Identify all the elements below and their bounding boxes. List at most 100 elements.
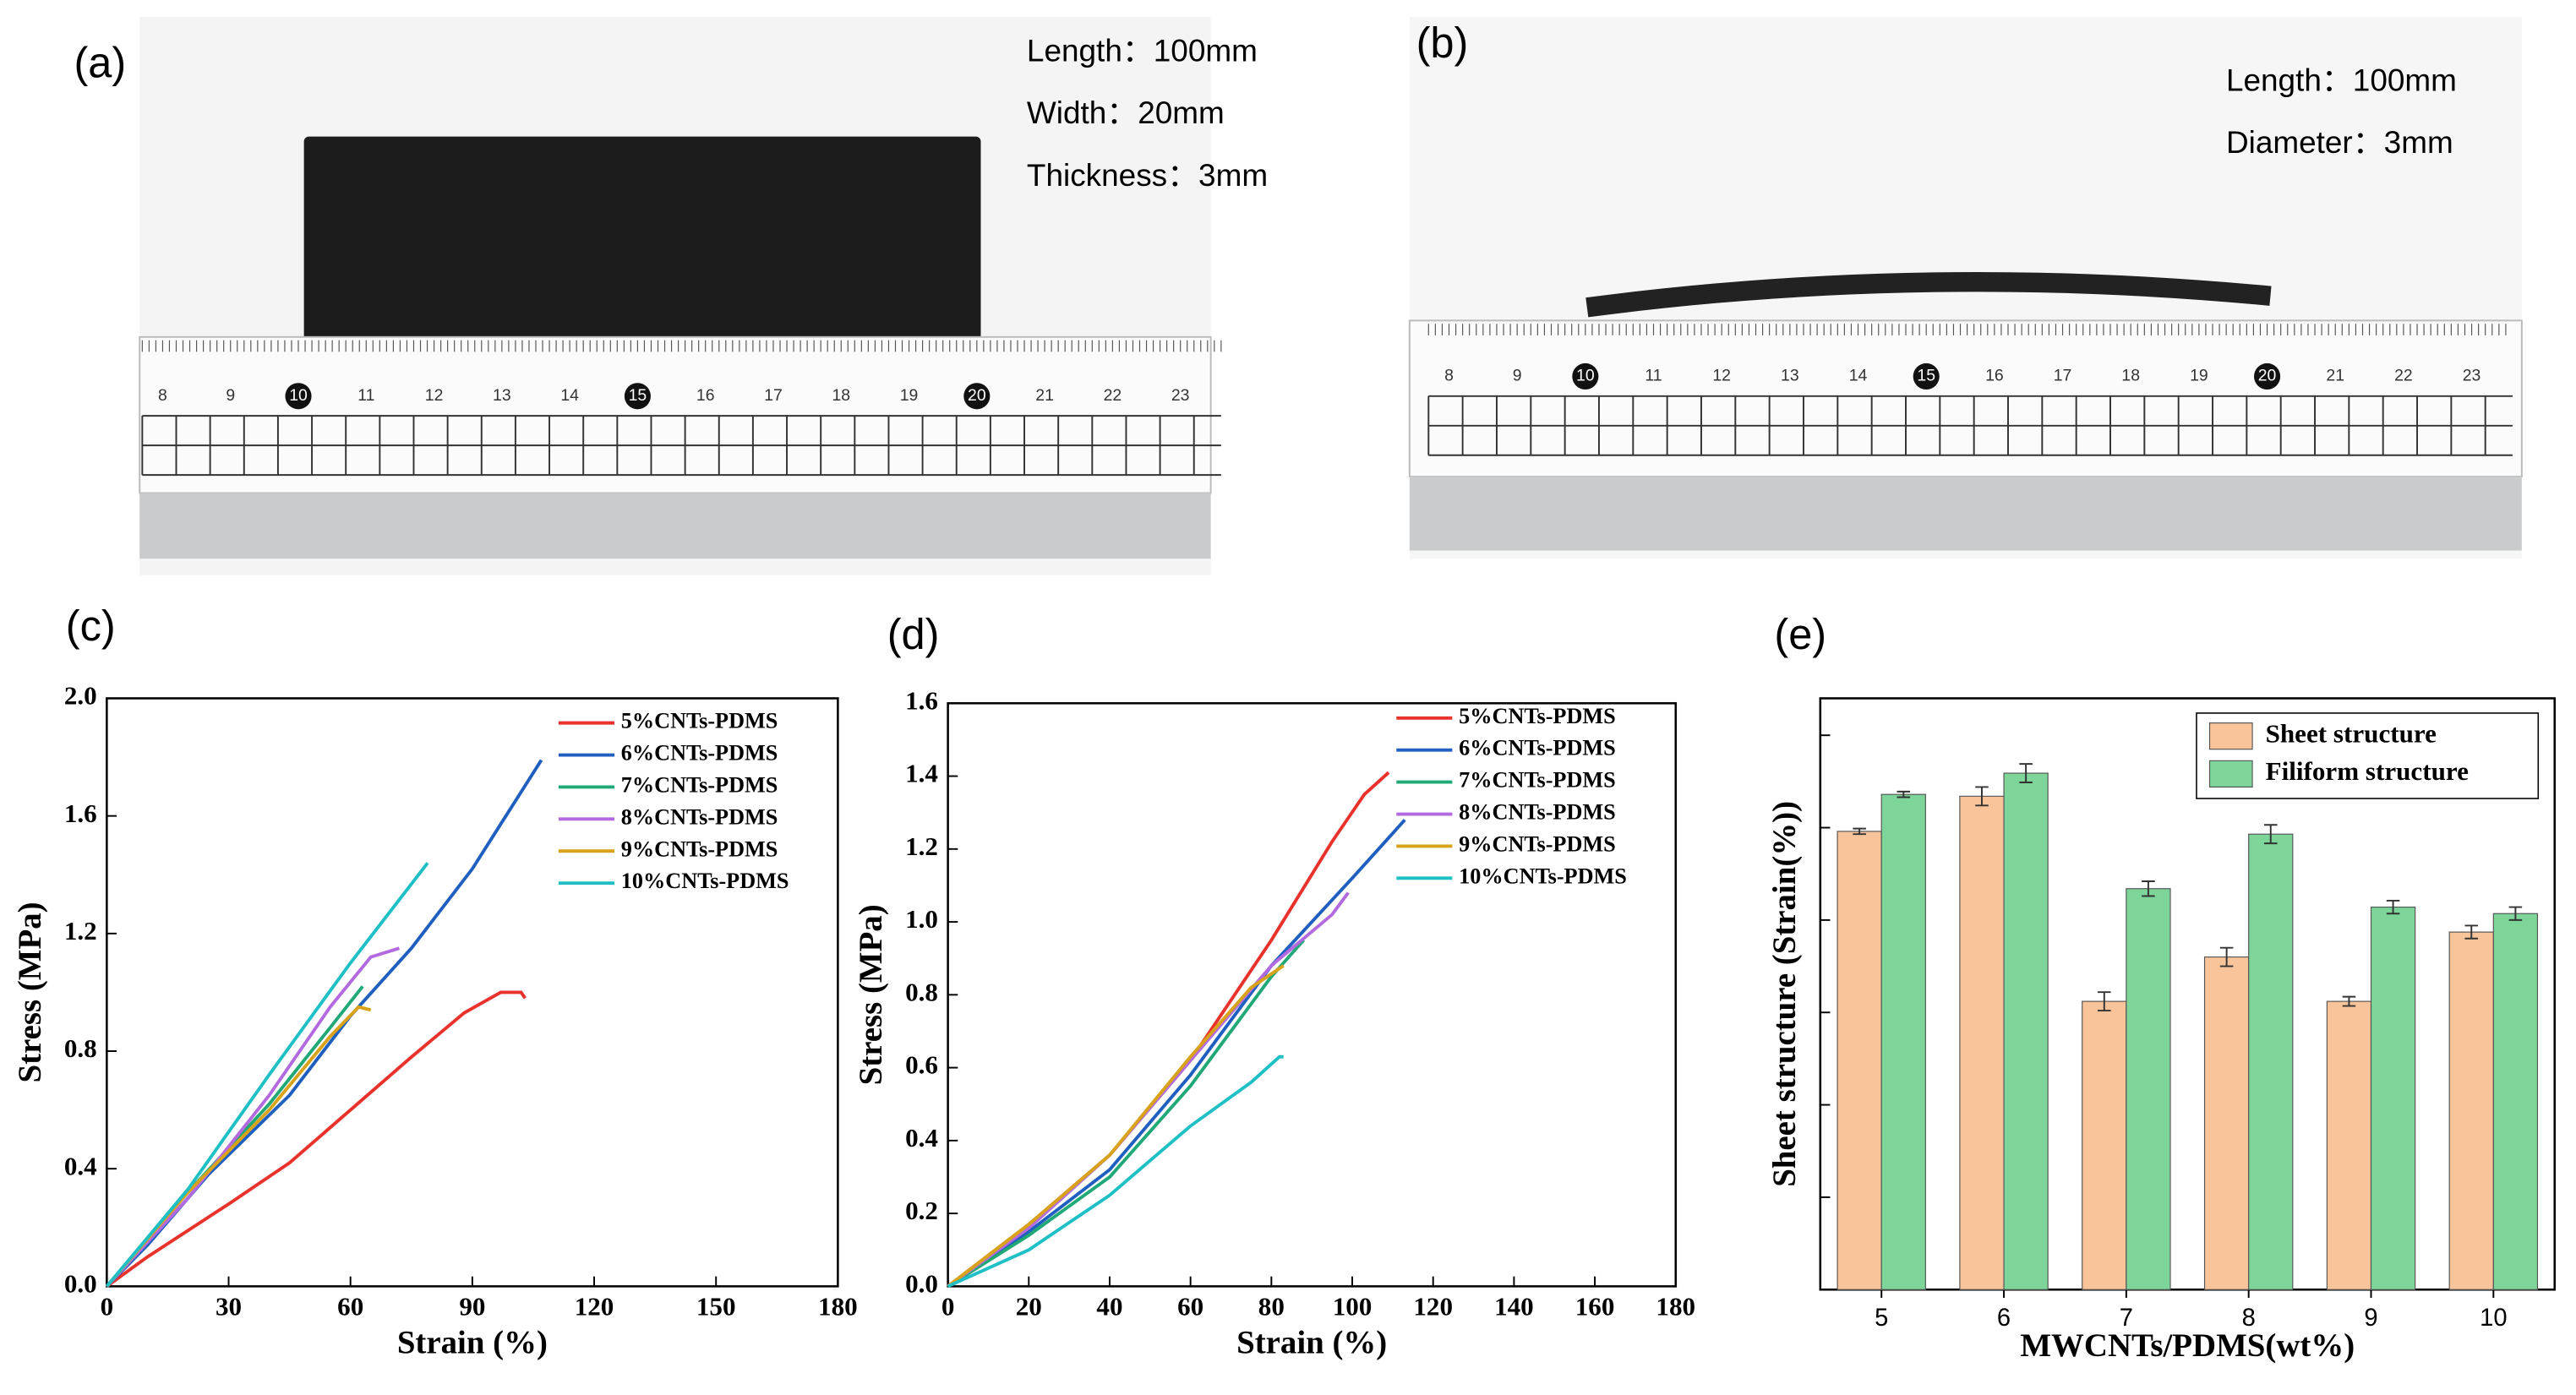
ruler-number: 17 bbox=[2054, 367, 2072, 385]
ruler-number: 12 bbox=[1712, 367, 1731, 385]
bar bbox=[2082, 1000, 2127, 1290]
ruler-number: 10 bbox=[1576, 367, 1595, 385]
error-bar bbox=[2263, 824, 2278, 845]
bar bbox=[2448, 931, 2494, 1290]
x-tick-label: 0 bbox=[941, 1292, 955, 1321]
x-tick-label: 6 bbox=[1997, 1305, 2011, 1332]
ruler-marker bbox=[285, 383, 312, 410]
legend-label: 7%CNTs-PDMS bbox=[1459, 768, 1616, 793]
legend-label: 5%CNTs-PDMS bbox=[621, 709, 778, 733]
legend-frame bbox=[2196, 712, 2540, 799]
y-tick-label: 0.2 bbox=[905, 1196, 938, 1225]
bar bbox=[2370, 907, 2416, 1290]
y-tick-label: 0.4 bbox=[905, 1123, 938, 1153]
ruler-marker bbox=[2254, 362, 2281, 390]
legend-swatch bbox=[2208, 760, 2253, 788]
ruler-number: 15 bbox=[1917, 367, 1935, 385]
legend-label: Sheet structure bbox=[2266, 718, 2437, 748]
bar bbox=[2003, 772, 2049, 1290]
x-tick-label: 60 bbox=[1177, 1292, 1203, 1321]
legend-label: 9%CNTs-PDMS bbox=[621, 836, 778, 861]
ruler-marker bbox=[963, 383, 991, 410]
ruler-number: 18 bbox=[2121, 367, 2140, 385]
spec-text: Width：20mm bbox=[1027, 95, 1225, 130]
y-tick-label: 0.8 bbox=[64, 1033, 97, 1063]
y-tick-label: 1.0 bbox=[905, 904, 938, 934]
x-tick-label: 40 bbox=[1096, 1292, 1122, 1321]
error-bar bbox=[2142, 880, 2155, 897]
ruler-number: 14 bbox=[1849, 367, 1868, 385]
data-line bbox=[105, 862, 429, 1288]
data-line bbox=[947, 964, 1285, 1288]
x-axis-title: MWCNTs/PDMS(wt%) bbox=[2020, 1327, 2355, 1364]
ruler-number: 23 bbox=[1171, 386, 1190, 405]
ruler-number: 17 bbox=[764, 386, 783, 405]
bar bbox=[2248, 833, 2294, 1290]
error-bar bbox=[1897, 790, 1911, 798]
data-line bbox=[105, 946, 400, 1288]
x-tick-label: 120 bbox=[575, 1292, 614, 1321]
legend-label: 10%CNTs-PDMS bbox=[1459, 864, 1627, 888]
ruler-number: 20 bbox=[968, 386, 986, 405]
y-axis-title: Sheet structure (Strain(%)) bbox=[1766, 801, 1803, 1187]
x-tick-label: 0 bbox=[101, 1292, 114, 1321]
x-tick-label: 120 bbox=[1413, 1292, 1453, 1321]
x-tick-label: 160 bbox=[1575, 1292, 1615, 1321]
plot-frame bbox=[1819, 697, 2556, 1291]
ruler-number: 19 bbox=[2190, 367, 2208, 385]
data-line bbox=[947, 819, 1406, 1288]
x-tick-label: 80 bbox=[1258, 1292, 1285, 1321]
ruler-number: 13 bbox=[1781, 367, 1799, 385]
ruler-number: 9 bbox=[1513, 367, 1522, 385]
data-line bbox=[947, 771, 1390, 1288]
error-bar bbox=[2386, 899, 2400, 915]
error-bar bbox=[2219, 946, 2234, 967]
y-tick-label: 1.6 bbox=[64, 798, 97, 828]
legend-label: 10%CNTs-PDMS bbox=[621, 869, 789, 893]
ruler-number: 22 bbox=[2394, 367, 2413, 385]
ruler-number: 21 bbox=[1035, 386, 1054, 405]
x-tick-label: 20 bbox=[1016, 1292, 1042, 1321]
spec-text: Thickness：3mm bbox=[1027, 158, 1268, 193]
y-axis-title: Stress (MPa) bbox=[853, 904, 889, 1085]
panel-label: (c) bbox=[66, 602, 116, 650]
error-bar bbox=[1853, 827, 1866, 836]
error-bar bbox=[2508, 906, 2523, 921]
y-tick-label: 1.2 bbox=[64, 916, 97, 945]
error-bar bbox=[1975, 786, 1989, 807]
x-tick-label: 5 bbox=[1875, 1305, 1888, 1332]
ruler-number: 11 bbox=[1645, 367, 1662, 385]
legend-label: 8%CNTs-PDMS bbox=[621, 804, 778, 829]
x-tick-label: 150 bbox=[696, 1292, 736, 1321]
ruler-number: 8 bbox=[158, 386, 167, 405]
x-tick-label: 140 bbox=[1494, 1292, 1534, 1321]
x-tick-label: 60 bbox=[337, 1292, 363, 1321]
legend-label: 5%CNTs-PDMS bbox=[1459, 704, 1616, 728]
ruler-number: 20 bbox=[2258, 367, 2277, 385]
x-tick-label: 90 bbox=[459, 1292, 485, 1321]
legend-label: 7%CNTs-PDMS bbox=[621, 772, 778, 797]
x-tick-label: 180 bbox=[1656, 1292, 1695, 1321]
bar bbox=[2326, 1000, 2372, 1290]
y-tick-label: 0.8 bbox=[905, 977, 938, 1006]
ruler-number: 19 bbox=[900, 386, 919, 405]
error-bar bbox=[2019, 763, 2033, 783]
data-line bbox=[106, 990, 527, 1288]
legend-label: 6%CNTs-PDMS bbox=[621, 741, 778, 766]
ruler-number: 8 bbox=[1444, 367, 1454, 385]
error-bar bbox=[2464, 924, 2479, 940]
bar bbox=[1836, 831, 1882, 1290]
x-tick-label: 100 bbox=[1333, 1292, 1373, 1321]
y-tick-label: 2.0 bbox=[64, 681, 97, 711]
ruler-number: 15 bbox=[629, 386, 647, 405]
panel-label: (b) bbox=[1416, 19, 1469, 67]
data-line bbox=[947, 891, 1350, 1288]
ruler-number: 18 bbox=[832, 386, 850, 405]
ruler-number: 9 bbox=[226, 386, 235, 405]
ruler-number: 12 bbox=[425, 386, 444, 405]
spec-text: Length：100mm bbox=[2226, 63, 2457, 97]
legend-label: 6%CNTs-PDMS bbox=[1459, 736, 1616, 760]
ruler-number: 21 bbox=[2326, 367, 2344, 385]
